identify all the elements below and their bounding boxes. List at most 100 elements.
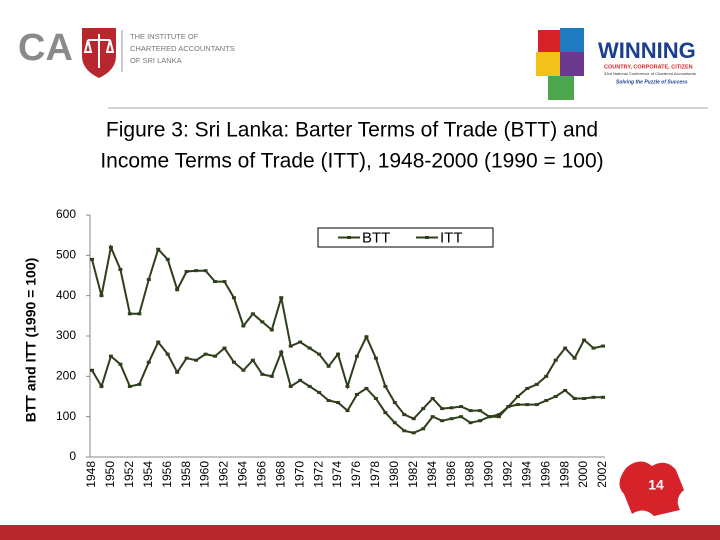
point [477, 409, 482, 413]
point [383, 384, 388, 388]
badge-line: Solving the Puzzle of Success [616, 79, 688, 85]
x-tick-label: 1986 [444, 461, 458, 488]
point [231, 296, 236, 300]
point [345, 384, 350, 388]
point [553, 358, 558, 362]
point [582, 338, 587, 342]
x-tick-label: 1978 [368, 461, 382, 488]
x-tick-label: 1960 [198, 461, 212, 488]
point [591, 395, 596, 399]
x-tick-label: 1972 [311, 461, 325, 488]
point [165, 257, 170, 261]
point [354, 392, 359, 396]
point [496, 413, 501, 417]
x-tick-label: 1954 [141, 461, 155, 488]
point [525, 403, 530, 407]
point [118, 362, 123, 366]
institute-line: CHARTERED ACCOUNTANTS [130, 44, 235, 53]
point [477, 419, 482, 423]
point [373, 397, 378, 401]
point [156, 340, 161, 344]
x-tick-label: 1964 [236, 461, 250, 488]
point [345, 409, 350, 413]
point [317, 352, 322, 356]
point [525, 386, 530, 390]
badge-title: WINNING [598, 38, 696, 63]
point [544, 399, 549, 403]
x-tick-label: 1962 [217, 461, 231, 488]
legend-label: ITT [440, 229, 463, 246]
point [544, 374, 549, 378]
point [440, 407, 445, 411]
x-tick-label: 1994 [519, 461, 533, 488]
point [563, 388, 568, 392]
x-tick-label: 1980 [387, 461, 401, 488]
point [127, 312, 132, 316]
point [496, 415, 501, 419]
point [118, 267, 123, 271]
point [459, 405, 464, 409]
point [601, 395, 605, 399]
institute-line: THE INSTITUTE OF [130, 32, 199, 41]
point [449, 417, 454, 421]
point [515, 395, 520, 398]
point [241, 368, 246, 372]
point [402, 429, 407, 433]
x-tick-label: 1958 [179, 461, 193, 488]
point [468, 409, 473, 413]
point [260, 372, 265, 376]
point [175, 288, 180, 292]
puzzle-piece [536, 52, 562, 76]
x-tick-label: 1968 [273, 461, 287, 488]
point [298, 378, 303, 382]
point [326, 399, 331, 403]
point [430, 415, 435, 419]
point [175, 370, 180, 374]
point [487, 415, 492, 419]
point [449, 406, 454, 410]
point [288, 344, 293, 348]
point [165, 352, 170, 356]
institute-line: OF SRI LANKA [130, 56, 182, 65]
point [90, 368, 94, 372]
point [156, 247, 161, 251]
x-tick-label: 1956 [160, 461, 174, 488]
legend-marker [425, 236, 429, 239]
point [601, 344, 605, 348]
point [137, 382, 142, 386]
point [468, 421, 473, 425]
x-tick-label: 1974 [330, 461, 344, 488]
y-tick-label: 300 [56, 328, 76, 342]
point [99, 294, 104, 298]
x-tick-label: 1970 [292, 461, 306, 488]
y-tick-label: 100 [56, 409, 76, 423]
point [392, 401, 397, 405]
point [146, 360, 151, 364]
point [553, 395, 558, 398]
point [90, 257, 94, 261]
y-axis-label: BTT and ITT (1990 = 100) [23, 258, 39, 423]
point [373, 356, 378, 360]
point [108, 354, 113, 358]
point [260, 320, 265, 324]
point [222, 346, 227, 350]
point [383, 411, 388, 415]
point [421, 407, 426, 411]
point [250, 312, 255, 316]
chart-title: Figure 3: Sri Lanka: Barter Terms of Tra… [106, 119, 598, 142]
point [582, 397, 587, 401]
y-tick-label: 200 [56, 369, 76, 383]
point [279, 296, 284, 300]
point [326, 364, 331, 368]
y-tick-label: 400 [56, 288, 76, 302]
puzzle-piece [538, 30, 562, 52]
point [307, 346, 312, 350]
x-tick-label: 2002 [595, 461, 609, 488]
x-tick-label: 2000 [576, 461, 590, 488]
point [184, 269, 189, 273]
point [146, 278, 151, 282]
point [269, 328, 274, 332]
x-tick-label: 1976 [349, 461, 363, 488]
point [534, 403, 539, 407]
point [279, 350, 284, 354]
